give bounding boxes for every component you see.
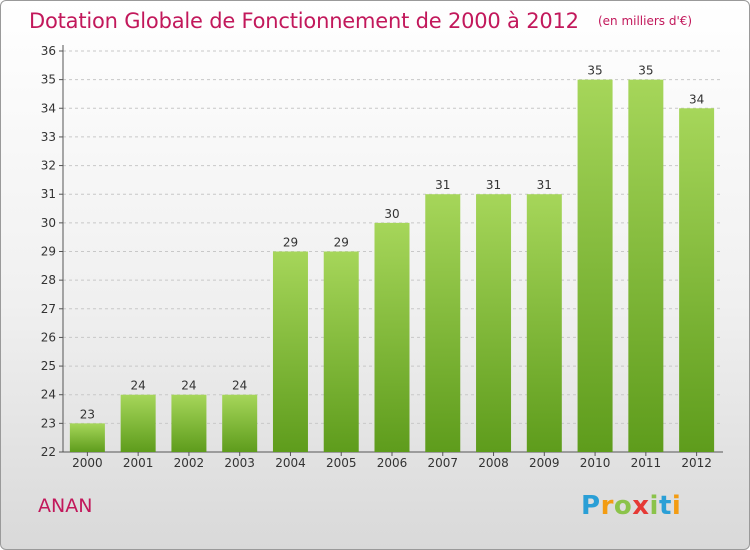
chart-title: Dotation Globale de Fonctionnement de 20…	[29, 9, 579, 33]
bar-2009	[526, 194, 562, 452]
x-tick-label-2006: 2006	[377, 456, 408, 470]
chart-title-block: Dotation Globale de Fonctionnement de 20…	[29, 9, 692, 33]
value-label-2010: 35	[587, 64, 602, 78]
x-tick-label-2003: 2003	[224, 456, 255, 470]
bar-2001	[120, 394, 156, 452]
value-label-2007: 31	[435, 178, 450, 192]
y-tick-label: 35	[41, 73, 56, 87]
value-label-2012: 34	[689, 92, 704, 106]
y-tick-label: 36	[41, 44, 56, 58]
bar-2012	[679, 108, 715, 453]
y-tick-label: 26	[41, 330, 56, 344]
bar-2004	[272, 251, 308, 452]
x-tick-label-2007: 2007	[427, 456, 458, 470]
logo-letter: o	[613, 491, 633, 521]
value-label-2011: 35	[638, 64, 653, 78]
logo-letter: P	[581, 491, 601, 521]
y-tick-label: 34	[41, 101, 56, 115]
y-tick-label: 32	[41, 159, 56, 173]
x-tick-label-2012: 2012	[681, 456, 712, 470]
x-tick-label-2000: 2000	[72, 456, 103, 470]
y-tick-label: 24	[41, 388, 56, 402]
bar-2006	[374, 222, 410, 452]
commune-name: ANAN	[38, 495, 93, 517]
bar-2002	[171, 394, 207, 452]
y-tick-label: 33	[41, 130, 56, 144]
logo-letter: t	[658, 491, 672, 521]
bar-2010	[577, 79, 613, 453]
value-label-2003: 24	[232, 379, 247, 393]
x-tick-label-2002: 2002	[174, 456, 205, 470]
x-tick-label-2010: 2010	[580, 456, 611, 470]
x-tick-label-2004: 2004	[275, 456, 306, 470]
value-label-2008: 31	[486, 178, 501, 192]
value-label-2009: 31	[537, 178, 552, 192]
logo-letter: x	[632, 491, 650, 521]
y-tick-label: 31	[41, 187, 56, 201]
logo-letter: i	[671, 491, 682, 521]
labels: 22 23 24 25 26 27 28 29 30 31 32 33 34 35 36 23 2000 24 20…	[41, 44, 712, 470]
y-tick-label: 30	[41, 216, 56, 230]
y-tick-label: 22	[41, 445, 56, 459]
x-tick-label-2005: 2005	[326, 456, 357, 470]
bar-2011	[628, 79, 664, 453]
value-label-2001: 24	[131, 379, 146, 393]
value-label-2004: 29	[283, 236, 298, 250]
x-tick-label-2011: 2011	[631, 456, 662, 470]
logo-letter: r	[600, 491, 614, 521]
logo-letter: i	[649, 491, 659, 521]
bar-2000	[69, 423, 105, 452]
bar-2003	[222, 394, 258, 452]
bar-2005	[323, 251, 359, 452]
value-label-2006: 30	[384, 207, 399, 221]
value-label-2005: 29	[334, 236, 349, 250]
y-tick-label: 27	[41, 302, 56, 316]
x-tick-label-2009: 2009	[529, 456, 560, 470]
bars	[69, 79, 715, 453]
y-tick-label: 29	[41, 245, 56, 259]
bar-2007	[425, 194, 461, 452]
proxiti-logo: Proxiti	[581, 491, 681, 521]
y-tick-label: 28	[41, 273, 56, 287]
x-tick-label-2008: 2008	[478, 456, 509, 470]
y-tick-label: 23	[41, 416, 56, 430]
value-label-2000: 23	[80, 407, 95, 421]
chart-unit: (en milliers d'€)	[597, 14, 693, 28]
y-tick-label: 25	[41, 359, 56, 373]
bar-2008	[476, 194, 512, 452]
x-tick-label-2001: 2001	[123, 456, 154, 470]
value-label-2002: 24	[181, 379, 196, 393]
